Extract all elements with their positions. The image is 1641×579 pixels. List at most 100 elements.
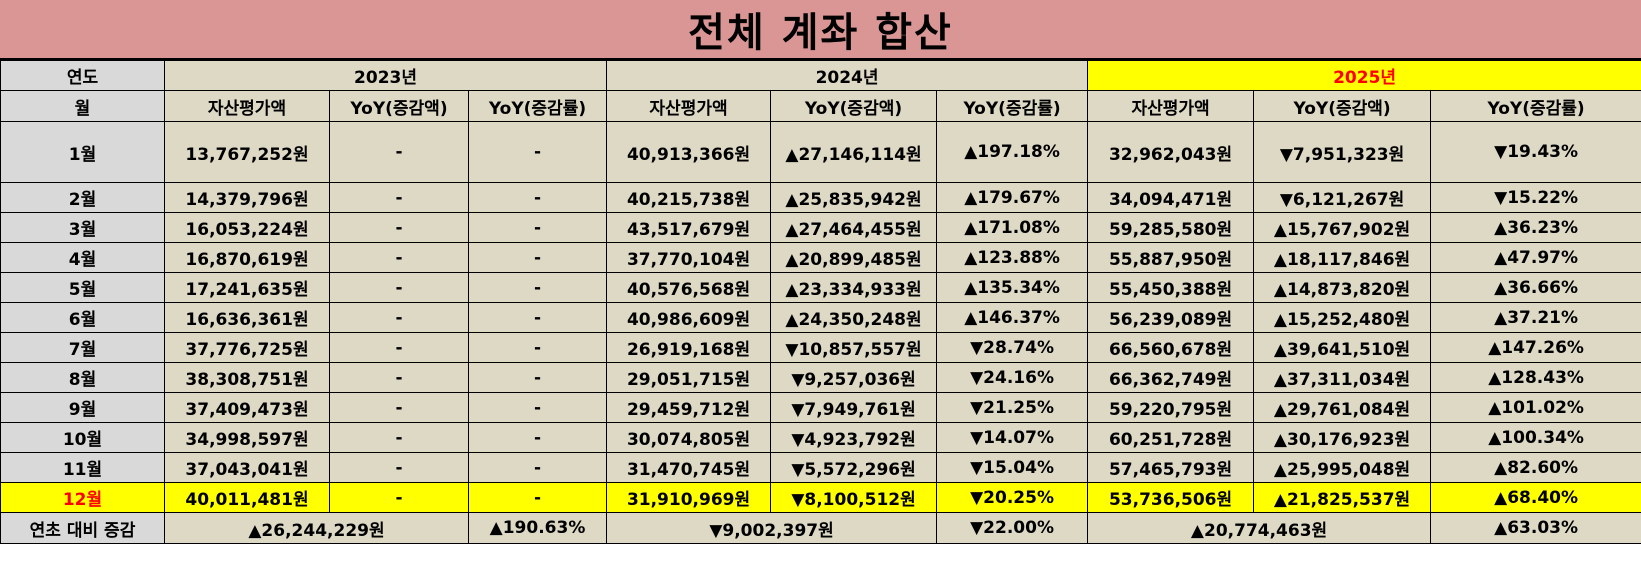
rate-2023-cell[interactable]: - bbox=[467, 332, 608, 363]
amount-2024-cell[interactable]: ▼7,949,761원 bbox=[770, 392, 938, 423]
amount-2023-cell[interactable]: - bbox=[329, 242, 469, 273]
amount-2025-cell[interactable]: ▲14,873,820원 bbox=[1253, 272, 1432, 303]
value-2024-cell[interactable]: 31,910,969원 bbox=[606, 482, 772, 513]
col-amount-2024[interactable]: YoY(증감액) bbox=[770, 90, 938, 122]
value-2023-cell[interactable]: 14,379,796원 bbox=[164, 182, 330, 213]
rate-2025-cell[interactable]: ▲147.26% bbox=[1430, 332, 1641, 363]
rate-2023-cell[interactable]: - bbox=[467, 302, 608, 333]
value-2025-cell[interactable]: 56,239,089원 bbox=[1087, 302, 1255, 333]
rate-2025-cell[interactable]: ▲68.40% bbox=[1430, 482, 1641, 513]
rate-2023-cell[interactable]: - bbox=[467, 242, 608, 273]
amount-2023-cell[interactable]: - bbox=[329, 422, 469, 453]
amount-2023-cell[interactable]: - bbox=[329, 182, 469, 213]
amount-2024-cell[interactable]: ▲27,146,114원 bbox=[770, 121, 938, 183]
value-2025-cell[interactable]: 59,285,580원 bbox=[1087, 212, 1255, 243]
amount-2024-cell[interactable]: ▼5,572,296원 bbox=[770, 452, 938, 483]
month-cell[interactable]: 12월 bbox=[0, 482, 165, 513]
rate-2025-cell[interactable]: ▲128.43% bbox=[1430, 362, 1641, 393]
total-amount-2025[interactable]: ▲20,774,463원 bbox=[1087, 512, 1432, 544]
amount-2025-cell[interactable]: ▲21,825,537원 bbox=[1253, 482, 1432, 513]
value-2024-cell[interactable]: 26,919,168원 bbox=[606, 332, 772, 363]
month-cell[interactable]: 3월 bbox=[0, 212, 165, 243]
rate-2023-cell[interactable]: - bbox=[467, 392, 608, 423]
rate-2024-cell[interactable]: ▼15.04% bbox=[936, 452, 1089, 483]
rate-2024-cell[interactable]: ▼24.16% bbox=[936, 362, 1089, 393]
total-amount-2023[interactable]: ▲26,244,229원 bbox=[164, 512, 469, 544]
amount-2025-cell[interactable]: ▲18,117,846원 bbox=[1253, 242, 1432, 273]
value-2025-cell[interactable]: 32,962,043원 bbox=[1087, 121, 1255, 183]
rate-2024-cell[interactable]: ▲197.18% bbox=[936, 121, 1089, 183]
month-cell[interactable]: 4월 bbox=[0, 242, 165, 273]
rate-2023-cell[interactable]: - bbox=[467, 452, 608, 483]
rate-2025-cell[interactable]: ▼15.22% bbox=[1430, 182, 1641, 213]
rate-2023-cell[interactable]: - bbox=[467, 121, 608, 183]
value-2024-cell[interactable]: 40,215,738원 bbox=[606, 182, 772, 213]
amount-2024-cell[interactable]: ▼8,100,512원 bbox=[770, 482, 938, 513]
amount-2024-cell[interactable]: ▲25,835,942원 bbox=[770, 182, 938, 213]
amount-2025-cell[interactable]: ▲39,641,510원 bbox=[1253, 332, 1432, 363]
rate-2023-cell[interactable]: - bbox=[467, 182, 608, 213]
rate-2025-cell[interactable]: ▲37.21% bbox=[1430, 302, 1641, 333]
value-2024-cell[interactable]: 29,051,715원 bbox=[606, 362, 772, 393]
amount-2024-cell[interactable]: ▼10,857,557원 bbox=[770, 332, 938, 363]
rate-2023-cell[interactable]: - bbox=[467, 212, 608, 243]
amount-2024-cell[interactable]: ▲27,464,455원 bbox=[770, 212, 938, 243]
rate-2025-cell[interactable]: ▲36.23% bbox=[1430, 212, 1641, 243]
value-2024-cell[interactable]: 29,459,712원 bbox=[606, 392, 772, 423]
value-2024-cell[interactable]: 40,913,366원 bbox=[606, 121, 772, 183]
month-cell[interactable]: 2월 bbox=[0, 182, 165, 213]
rate-2024-cell[interactable]: ▼14.07% bbox=[936, 422, 1089, 453]
col-amount-2025[interactable]: YoY(증감액) bbox=[1253, 90, 1432, 122]
rate-2023-cell[interactable]: - bbox=[467, 422, 608, 453]
year-2024-header[interactable]: 2024년 bbox=[606, 60, 1089, 91]
year-label[interactable]: 연도 bbox=[0, 60, 165, 91]
value-2024-cell[interactable]: 40,986,609원 bbox=[606, 302, 772, 333]
value-2023-cell[interactable]: 37,043,041원 bbox=[164, 452, 330, 483]
col-value-2023[interactable]: 자산평가액 bbox=[164, 90, 330, 122]
amount-2025-cell[interactable]: ▼7,951,323원 bbox=[1253, 121, 1432, 183]
value-2024-cell[interactable]: 37,770,104원 bbox=[606, 242, 772, 273]
value-2025-cell[interactable]: 66,560,678원 bbox=[1087, 332, 1255, 363]
amount-2023-cell[interactable]: - bbox=[329, 212, 469, 243]
rate-2024-cell[interactable]: ▼28.74% bbox=[936, 332, 1089, 363]
amount-2023-cell[interactable]: - bbox=[329, 121, 469, 183]
value-2024-cell[interactable]: 30,074,805원 bbox=[606, 422, 772, 453]
value-2025-cell[interactable]: 34,094,471원 bbox=[1087, 182, 1255, 213]
rate-2024-cell[interactable]: ▲146.37% bbox=[936, 302, 1089, 333]
total-rate-2025[interactable]: ▲63.03% bbox=[1430, 512, 1641, 544]
amount-2025-cell[interactable]: ▲37,311,034원 bbox=[1253, 362, 1432, 393]
total-label[interactable]: 연초 대비 증감 bbox=[0, 512, 165, 544]
rate-2024-cell[interactable]: ▲179.67% bbox=[936, 182, 1089, 213]
value-2023-cell[interactable]: 40,011,481원 bbox=[164, 482, 330, 513]
col-value-2024[interactable]: 자산평가액 bbox=[606, 90, 772, 122]
value-2023-cell[interactable]: 37,409,473원 bbox=[164, 392, 330, 423]
month-cell[interactable]: 1월 bbox=[0, 121, 165, 183]
year-2025-header[interactable]: 2025년 bbox=[1087, 60, 1641, 91]
rate-2024-cell[interactable]: ▲171.08% bbox=[936, 212, 1089, 243]
rate-2023-cell[interactable]: - bbox=[467, 362, 608, 393]
value-2025-cell[interactable]: 66,362,749원 bbox=[1087, 362, 1255, 393]
col-amount-2023[interactable]: YoY(증감액) bbox=[329, 90, 469, 122]
value-2023-cell[interactable]: 13,767,252원 bbox=[164, 121, 330, 183]
value-2024-cell[interactable]: 31,470,745원 bbox=[606, 452, 772, 483]
value-2024-cell[interactable]: 43,517,679원 bbox=[606, 212, 772, 243]
amount-2025-cell[interactable]: ▲30,176,923원 bbox=[1253, 422, 1432, 453]
rate-2025-cell[interactable]: ▲82.60% bbox=[1430, 452, 1641, 483]
amount-2024-cell[interactable]: ▲23,334,933원 bbox=[770, 272, 938, 303]
value-2025-cell[interactable]: 59,220,795원 bbox=[1087, 392, 1255, 423]
rate-2024-cell[interactable]: ▲123.88% bbox=[936, 242, 1089, 273]
col-rate-2025[interactable]: YoY(증감률) bbox=[1430, 90, 1641, 122]
amount-2025-cell[interactable]: ▼6,121,267원 bbox=[1253, 182, 1432, 213]
rate-2025-cell[interactable]: ▲101.02% bbox=[1430, 392, 1641, 423]
amount-2023-cell[interactable]: - bbox=[329, 272, 469, 303]
value-2023-cell[interactable]: 16,870,619원 bbox=[164, 242, 330, 273]
value-2023-cell[interactable]: 38,308,751원 bbox=[164, 362, 330, 393]
amount-2024-cell[interactable]: ▼9,257,036원 bbox=[770, 362, 938, 393]
month-cell[interactable]: 11월 bbox=[0, 452, 165, 483]
month-cell[interactable]: 7월 bbox=[0, 332, 165, 363]
value-2025-cell[interactable]: 57,465,793원 bbox=[1087, 452, 1255, 483]
year-2023-header[interactable]: 2023년 bbox=[163, 60, 608, 91]
value-2023-cell[interactable]: 16,053,224원 bbox=[164, 212, 330, 243]
month-label[interactable]: 월 bbox=[0, 90, 165, 122]
value-2025-cell[interactable]: 55,887,950원 bbox=[1087, 242, 1255, 273]
